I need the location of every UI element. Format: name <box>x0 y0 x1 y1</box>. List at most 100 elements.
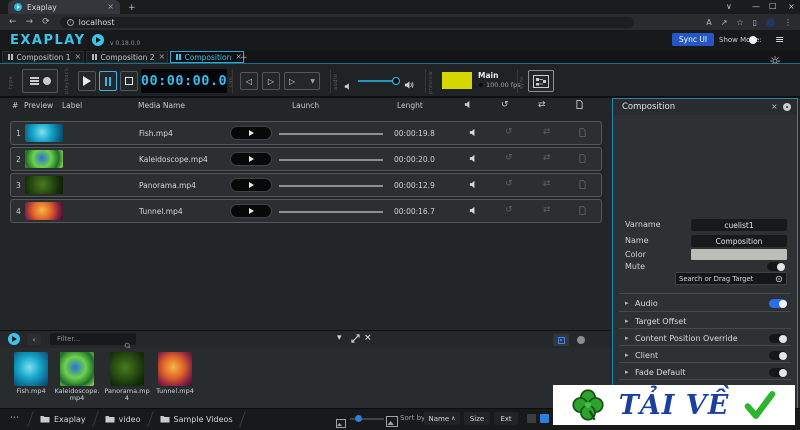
share-icon[interactable]: ↗ <box>720 17 728 27</box>
section-content-position-override[interactable]: ▸ Content Position Override <box>613 330 797 347</box>
site-info-icon[interactable]: i <box>66 18 74 26</box>
volume-slider[interactable] <box>358 80 398 82</box>
tab-close-icon[interactable]: × <box>107 2 114 11</box>
tab-close-icon[interactable]: × <box>74 52 82 61</box>
cue-loop-icon[interactable]: ↺ <box>505 179 513 189</box>
cue-play-button[interactable] <box>230 204 272 218</box>
cue-loop-icon[interactable]: ↺ <box>505 153 513 163</box>
cue-loop-icon[interactable]: ↺ <box>505 205 513 215</box>
bin-close-icon[interactable]: × <box>364 333 372 343</box>
bin-collapse-icon[interactable]: ▾ <box>337 333 342 343</box>
window-maximize-icon[interactable]: □ <box>769 1 777 10</box>
cue-shuffle-icon[interactable]: ⇄ <box>543 127 551 137</box>
cue-play-button[interactable] <box>230 152 272 166</box>
back-icon[interactable]: ← <box>9 17 17 27</box>
mute-toggle[interactable] <box>767 262 785 271</box>
tab-composition-2[interactable]: Composition 2 × <box>86 51 168 63</box>
section-target-offset[interactable]: ▸ Target Offset <box>613 313 797 330</box>
stop-button[interactable] <box>120 71 138 91</box>
cue-file-icon[interactable] <box>579 206 586 218</box>
translate-icon[interactable]: A <box>706 17 712 27</box>
bin-back-button[interactable]: ‹ <box>27 334 41 345</box>
breadcrumb-exaplay[interactable]: Exaplay <box>31 408 95 430</box>
sync-ui-button[interactable]: Sync UI <box>672 33 714 46</box>
audio-toggle[interactable] <box>769 299 787 308</box>
thumb-size-knob[interactable] <box>355 415 362 422</box>
window-chevron-icon[interactable]: ∨ <box>726 2 732 11</box>
browser-tab[interactable]: Exaplay × <box>8 0 120 14</box>
routing-patch-button[interactable] <box>528 70 554 92</box>
browser-menu-icon[interactable]: ⋮ <box>784 17 792 27</box>
pause-button[interactable] <box>99 71 117 91</box>
window-close-icon[interactable]: × <box>788 2 795 11</box>
view-mode-icon[interactable] <box>527 414 536 423</box>
bin-expand-icon[interactable] <box>351 334 360 346</box>
panel-menu-icon[interactable] <box>783 103 791 111</box>
cue-shuffle-icon[interactable]: ⇄ <box>543 205 551 215</box>
cue-file-icon[interactable] <box>579 180 586 192</box>
cue-play-button[interactable] <box>230 178 272 192</box>
cue-audio-icon[interactable] <box>469 180 478 192</box>
bin-thumbnail[interactable] <box>110 352 144 386</box>
forward-icon[interactable]: → <box>25 17 34 27</box>
tab-close-icon[interactable]: × <box>235 52 243 61</box>
section-audio[interactable]: ▸ Audio <box>613 295 797 312</box>
cuelist-row-4[interactable]: 4 Tunnel.mp4 00:00:16.7 ↺ ⇄ <box>10 199 602 223</box>
bin-thumbnail[interactable] <box>60 352 94 386</box>
cue-seek-bar[interactable] <box>279 159 383 161</box>
cue-seek-bar[interactable] <box>279 185 383 187</box>
varname-field[interactable]: cuelist1 <box>691 219 787 231</box>
section-fade-default[interactable]: ▸ Fade Default <box>613 364 797 381</box>
cue-audio-icon[interactable] <box>469 206 478 218</box>
volume-slider-knob[interactable] <box>392 76 400 85</box>
cue-seek-bar[interactable] <box>279 133 383 135</box>
target-search-button[interactable]: Search or Drag Target <box>675 272 787 285</box>
side-panel-icon[interactable]: ▯ <box>752 17 757 27</box>
bin-thumbnail[interactable] <box>158 352 192 386</box>
bin-thumbnail[interactable] <box>14 352 48 386</box>
name-field[interactable]: Composition <box>691 235 787 247</box>
sort-ext-button[interactable]: Ext <box>494 412 518 425</box>
add-composition-icon[interactable]: + <box>240 53 248 63</box>
url-field[interactable]: i localhost <box>59 16 634 28</box>
filter-input[interactable] <box>50 333 136 345</box>
cue-audio-icon[interactable] <box>469 128 478 140</box>
reload-icon[interactable]: ⟳ <box>42 17 50 27</box>
thumb-size-slider[interactable] <box>350 418 384 420</box>
cue-shuffle-icon[interactable]: ⇄ <box>543 179 551 189</box>
cue-seek-bar[interactable] <box>279 211 383 213</box>
list-view-button[interactable] <box>577 336 585 344</box>
grid-view-button[interactable] <box>553 334 569 346</box>
prev-cue-button[interactable]: ◁ <box>240 72 258 90</box>
panel-close-icon[interactable]: × <box>771 102 778 111</box>
play-button[interactable] <box>78 71 96 91</box>
breadcrumb-sample-videos[interactable]: Sample Videos <box>151 408 242 430</box>
color-field[interactable] <box>691 249 787 260</box>
goto-cue-button[interactable]: ▷ ▼ <box>284 72 320 90</box>
more-icon[interactable]: ⋯ <box>10 413 19 423</box>
next-cue-button[interactable]: ▷ <box>262 72 280 90</box>
fade-default-toggle[interactable] <box>769 368 787 377</box>
cue-loop-icon[interactable]: ↺ <box>505 127 513 137</box>
client-toggle[interactable] <box>769 351 787 360</box>
cue-file-icon[interactable] <box>579 128 586 140</box>
tab-composition-1[interactable]: Composition 1 × <box>2 51 84 63</box>
content-position-toggle[interactable] <box>769 334 787 343</box>
cuelist-row-3[interactable]: 3 Panorama.mp4 00:00:12.9 ↺ ⇄ <box>10 173 602 197</box>
window-minimize-icon[interactable]: — <box>752 2 760 11</box>
cuelist-row-2[interactable]: 2 Kaleidoscope.mp4 00:00:20.0 ↺ ⇄ <box>10 147 602 171</box>
sort-name-button[interactable]: Name ∧ <box>424 412 460 425</box>
tab-composition-active[interactable]: Composition × <box>170 51 244 63</box>
new-tab-icon[interactable]: + <box>128 3 136 13</box>
app-menu-icon[interactable]: ≡ <box>775 33 785 46</box>
cue-file-icon[interactable] <box>579 154 586 166</box>
composition-type-button[interactable] <box>22 69 58 93</box>
profile-avatar[interactable] <box>766 17 775 27</box>
cue-audio-icon[interactable] <box>469 154 478 166</box>
tab-close-icon[interactable]: × <box>158 52 166 61</box>
cue-shuffle-icon[interactable]: ⇄ <box>543 153 551 163</box>
sort-size-button[interactable]: Size <box>464 412 490 425</box>
cue-play-button[interactable] <box>230 126 272 140</box>
main-color-swatch[interactable] <box>442 72 472 89</box>
breadcrumb-video[interactable]: video <box>96 408 150 430</box>
